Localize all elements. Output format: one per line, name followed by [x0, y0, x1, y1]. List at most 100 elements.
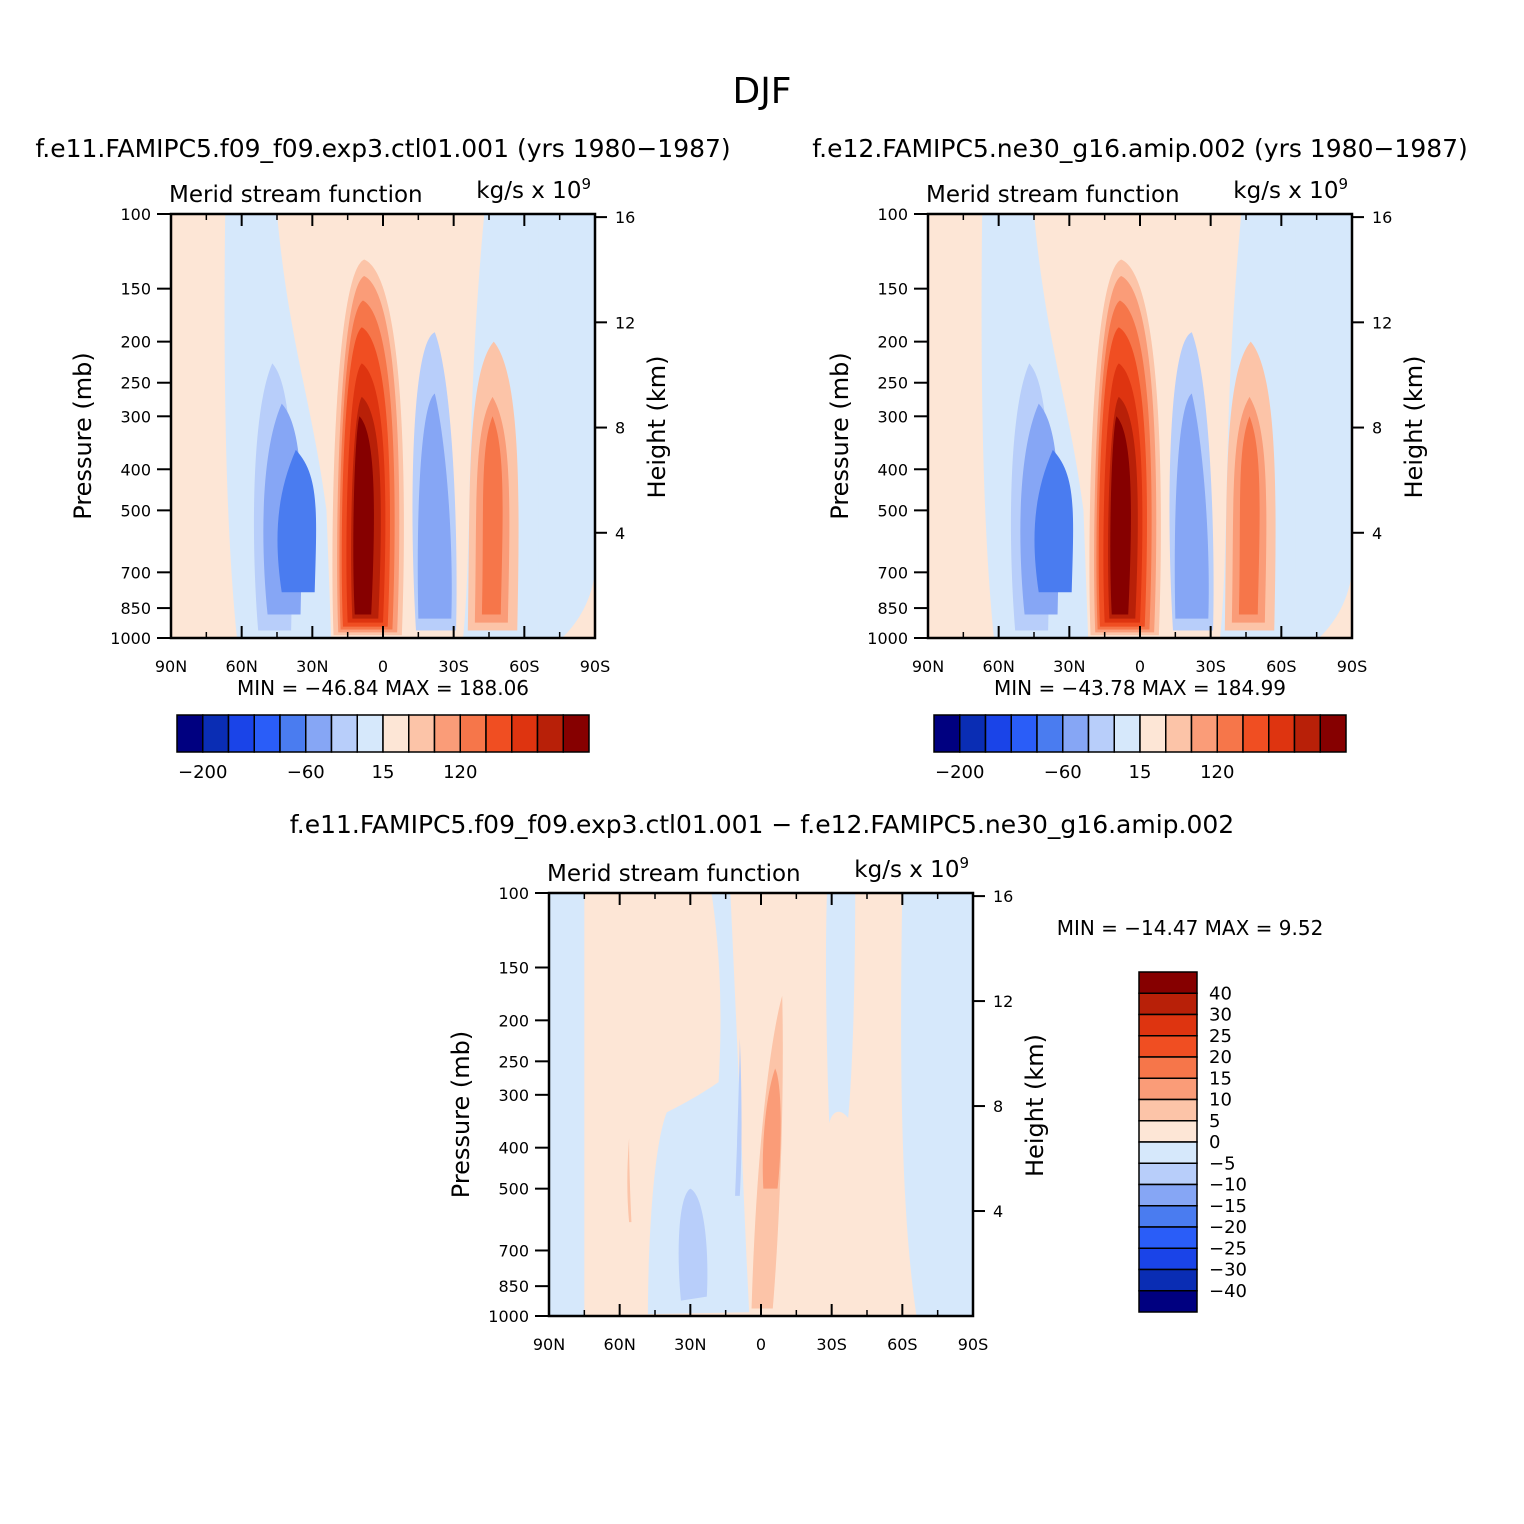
plot-title: Merid stream function	[547, 861, 801, 887]
y2-tick-label: 16	[993, 887, 1013, 906]
y-tick-label: 500	[877, 501, 908, 520]
colorbar-box	[1216, 714, 1244, 753]
contour-pos-polar-south	[901, 893, 973, 1316]
y-tick-label: 150	[498, 958, 529, 977]
y-tick-label: 200	[120, 333, 151, 352]
y-axis-label: Pressure (mb)	[447, 1031, 475, 1198]
y2-axis-label: Height (km)	[643, 356, 671, 499]
y-tick-label: 100	[498, 884, 529, 903]
colorbar-label: 120	[443, 762, 477, 783]
panel-header: f.e11.FAMIPC5.f09_f09.exp3.ctl01.001 (yr…	[35, 134, 730, 163]
contour-neg-north-level-2	[277, 449, 317, 593]
units-label: kg/s x 109	[1233, 175, 1348, 204]
contour-pos-north-streak	[735, 1037, 742, 1196]
x-tick-label: 90S	[1337, 657, 1368, 676]
y2-tick-label: 16	[1372, 208, 1392, 227]
panel-header: f.e11.FAMIPC5.f09_f09.exp3.ctl01.001 − f…	[290, 810, 1234, 839]
colorbar-box	[1138, 992, 1198, 1016]
x-tick-label: 90N	[155, 657, 187, 676]
colorbar-box	[1138, 1120, 1198, 1143]
colorbar-label: 5	[1209, 1111, 1220, 1132]
y-tick-label: 1000	[110, 629, 151, 648]
colorbar-label: −60	[287, 762, 325, 783]
y2-tick-label: 4	[993, 1202, 1003, 1221]
colorbar-box	[1138, 1247, 1198, 1271]
colorbar-box	[1138, 1098, 1198, 1122]
panel-header: f.e12.FAMIPC5.ne30_g16.amip.002 (yrs 198…	[812, 134, 1468, 163]
colorbar-box	[305, 714, 333, 753]
y-tick-label: 500	[498, 1180, 529, 1199]
colorbar-box	[1138, 1056, 1198, 1079]
colorbar-box	[433, 714, 461, 753]
contour-hadley-level-6	[353, 416, 374, 615]
colorbar-label: 30	[1209, 1005, 1232, 1026]
y-tick-label: 500	[120, 501, 151, 520]
y-tick-label: 300	[877, 407, 908, 426]
y-tick-label: 850	[877, 599, 908, 618]
x-tick-label: 0	[378, 657, 388, 676]
contour-neg-eq-level-2	[762, 1068, 781, 1189]
colorbar-box	[1293, 714, 1321, 753]
plot-title: Merid stream function	[169, 182, 423, 208]
colorbar-box	[1138, 1077, 1198, 1101]
units-label: kg/s x 109	[476, 175, 591, 204]
y-tick-label: 400	[877, 460, 908, 479]
plot-title: Merid stream function	[926, 182, 1180, 208]
x-tick-label: 60S	[509, 657, 540, 676]
colorbar-box	[1268, 714, 1296, 753]
x-tick-label: 0	[756, 1335, 766, 1354]
colorbar-label: −200	[178, 762, 227, 783]
x-tick-label: 0	[1135, 657, 1145, 676]
colorbar-box	[1138, 1035, 1198, 1058]
colorbar-box	[1138, 1290, 1198, 1313]
y2-tick-label: 16	[615, 208, 635, 227]
y-tick-label: 300	[498, 1086, 529, 1105]
colorbar-box	[202, 714, 230, 753]
colorbar-box	[485, 714, 513, 753]
colorbar-box	[1138, 1226, 1198, 1249]
colorbar-box	[1138, 1268, 1198, 1292]
y-tick-label: 300	[120, 407, 151, 426]
panel-left: f.e11.FAMIPC5.f09_f09.exp3.ctl01.001 (yr…	[35, 134, 730, 783]
contour-pos-polar-north	[549, 893, 585, 1316]
colorbar-label: −10	[1209, 1175, 1247, 1196]
colorbar-box	[1242, 714, 1270, 753]
colorbar-box	[176, 714, 204, 753]
y-tick-label: 400	[120, 460, 151, 479]
colorbar-label: 40	[1209, 983, 1232, 1004]
x-tick-label: 60N	[604, 1335, 636, 1354]
colorbar-box	[1087, 714, 1115, 753]
y2-tick-label: 12	[993, 992, 1013, 1011]
colorbar-box	[1138, 1183, 1198, 1207]
contour-pos-south-level-2	[1238, 416, 1260, 615]
colorbar-box	[1139, 714, 1167, 753]
colorbar-box	[562, 714, 590, 753]
colorbar-box	[382, 714, 410, 753]
y-tick-label: 1000	[867, 629, 908, 648]
contour-fill	[171, 214, 595, 638]
colorbar-label: 15	[1209, 1068, 1232, 1089]
x-tick-label: 30N	[674, 1335, 706, 1354]
y-tick-label: 100	[877, 205, 908, 224]
y-tick-label: 700	[120, 563, 151, 582]
colorbar-label: −40	[1209, 1281, 1247, 1302]
colorbar-box	[1138, 1141, 1198, 1164]
y2-tick-label: 8	[993, 1097, 1003, 1116]
x-tick-label: 90N	[912, 657, 944, 676]
colorbar-label: 120	[1200, 762, 1234, 783]
x-tick-label: 30S	[816, 1335, 847, 1354]
colorbar-box	[1036, 714, 1064, 753]
colorbar-label: −60	[1044, 762, 1082, 783]
x-tick-label: 60N	[983, 657, 1015, 676]
y-tick-label: 700	[877, 563, 908, 582]
colorbar-box	[511, 714, 539, 753]
y2-axis-label: Height (km)	[1400, 356, 1428, 499]
x-tick-label: 30N	[1053, 657, 1085, 676]
x-tick-label: 60N	[226, 657, 258, 676]
y-tick-label: 200	[877, 333, 908, 352]
contour-neg-north-streak	[627, 1138, 632, 1223]
contour-pos-south-level-2	[481, 416, 503, 615]
y-tick-label: 1000	[488, 1307, 529, 1326]
x-tick-label: 30S	[1195, 657, 1226, 676]
y-tick-label: 200	[498, 1011, 529, 1030]
